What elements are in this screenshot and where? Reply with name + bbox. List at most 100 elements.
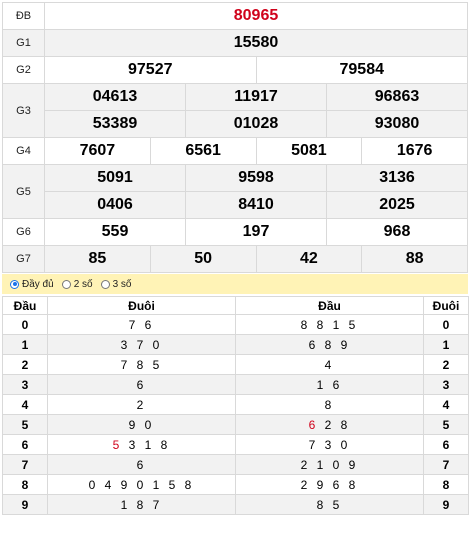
- loto-dau: 8: [2, 474, 48, 495]
- option-three-digits[interactable]: 3 số: [100, 278, 132, 290]
- loto-duoi-list: 2: [47, 394, 236, 415]
- loto-dau: 6: [2, 434, 48, 455]
- prize-g4-value: 6561: [149, 137, 257, 165]
- loto-duoi-digit: 8: [423, 474, 469, 495]
- option-three-label: 3 số: [112, 278, 132, 290]
- header-dau-2: Đầu: [235, 296, 424, 315]
- option-full[interactable]: Đầy đủ: [10, 279, 54, 290]
- prize-row-g7: G7 85 50 42 88: [2, 245, 468, 273]
- loto-dau-list: 8: [235, 394, 424, 415]
- loto-duoi-digit: 9: [423, 494, 469, 515]
- loto-dau: 2: [2, 354, 48, 375]
- loto-duoi-list: 0 4 9 0 1 5 8: [47, 474, 236, 495]
- option-full-label: Đầy đủ: [22, 278, 54, 290]
- loto-duoi-list: 9 0: [47, 414, 236, 435]
- radio-icon[interactable]: [100, 279, 110, 289]
- prize-label: G1: [2, 29, 45, 57]
- radio-icon[interactable]: [61, 279, 71, 289]
- option-two-digits[interactable]: 2 số: [61, 278, 93, 290]
- prize-row-g3: G3 04613 11917 96863: [2, 83, 468, 138]
- prize-db-value: 80965: [44, 2, 468, 30]
- digit-list: 2 8: [324, 417, 351, 432]
- prize-row-db: ĐB 80965: [2, 2, 468, 30]
- loto-dau-list: 1 6: [235, 374, 424, 395]
- prize-g3-value: 53389: [44, 110, 186, 138]
- prize-g3-value: 11917: [185, 83, 327, 111]
- loto-duoi-digit: 6: [423, 434, 469, 455]
- loto-dau: 7: [2, 454, 48, 475]
- loto-dau: 5: [2, 414, 48, 435]
- prize-row-g3: 53389 01028 93080: [3, 110, 468, 138]
- prize-row-g6: G6 559 197 968: [2, 218, 468, 246]
- prize-g4-value: 5081: [255, 137, 363, 165]
- prize-g5-value: 0406: [44, 191, 186, 219]
- loto-dau-list: 2 1 0 9: [235, 454, 424, 475]
- prize-label: G4: [2, 137, 45, 165]
- prize-g3-value: 01028: [185, 110, 327, 138]
- prize-g7-value: 88: [361, 245, 468, 273]
- prize-g5-value: 2025: [326, 191, 468, 219]
- loto-header-row: Đầu Đuôi Đầu Đuôi: [2, 296, 469, 315]
- prize-label: G5: [2, 164, 45, 219]
- loto-duoi-list: 6: [47, 374, 236, 395]
- loto-dau: 4: [2, 394, 48, 415]
- prize-g2-value: 79584: [255, 56, 468, 84]
- header-duoi-2: Đuôi: [423, 296, 469, 315]
- loto-dau-list: 2 9 6 8: [235, 474, 424, 495]
- highlight-digit: 6: [308, 417, 319, 432]
- loto-duoi-list: 7 6: [47, 314, 236, 335]
- loto-duoi-list: 5 3 1 8: [47, 434, 236, 455]
- loto-dau: 0: [2, 314, 48, 335]
- prize-g7-value: 50: [149, 245, 257, 273]
- prize-g5-value: 5091: [44, 164, 186, 192]
- loto-dau-list: 8 8 1 5: [235, 314, 424, 335]
- prize-row-g5: G5 5091 9598 3136: [2, 164, 468, 219]
- prize-label: G6: [2, 218, 45, 246]
- loto-duoi-digit: 3: [423, 374, 469, 395]
- prize-label: ĐB: [2, 2, 45, 30]
- loto-duoi-digit: 2: [423, 354, 469, 375]
- loto-dau-list: 7 3 0: [235, 434, 424, 455]
- loto-dau: 3: [2, 374, 48, 395]
- display-options-bar: Đầy đủ 2 số 3 số: [2, 274, 468, 294]
- loto-duoi-digit: 5: [423, 414, 469, 435]
- option-two-label: 2 số: [73, 278, 93, 290]
- prize-g2-value: 97527: [44, 56, 257, 84]
- prize-g5-value: 9598: [185, 164, 327, 192]
- loto-duoi-list: 1 8 7: [47, 494, 236, 515]
- results-table: ĐB 80965 G1 15580 G2 97527 79584 G3 0461…: [2, 2, 468, 273]
- prize-g6-value: 559: [44, 218, 186, 246]
- prize-label: G3: [2, 83, 45, 138]
- prize-row-g2: G2 97527 79584: [2, 56, 468, 84]
- prize-row-g5: 0406 8410 2025: [3, 191, 468, 219]
- prize-g5-value: 8410: [185, 191, 327, 219]
- header-duoi: Đuôi: [47, 296, 236, 315]
- loto-duoi-digit: 4: [423, 394, 469, 415]
- loto-duoi-list: 6: [47, 454, 236, 475]
- loto-dau-list: 8 5: [235, 494, 424, 515]
- prize-g7-value: 42: [255, 245, 363, 273]
- prize-g4-value: 1676: [361, 137, 468, 165]
- loto-dau: 1: [2, 334, 48, 355]
- radio-selected-icon[interactable]: [10, 279, 19, 289]
- prize-g5-value: 3136: [326, 164, 468, 192]
- header-dau: Đầu: [2, 296, 48, 315]
- loto-dau-list: 4: [235, 354, 424, 375]
- loto-dau-list: 6 8 9: [235, 334, 424, 355]
- digit-list: 3 1 8: [128, 437, 171, 452]
- prize-g3-value: 04613: [44, 83, 186, 111]
- prize-label: G7: [2, 245, 45, 273]
- prize-row-g1: G1 15580: [2, 29, 468, 57]
